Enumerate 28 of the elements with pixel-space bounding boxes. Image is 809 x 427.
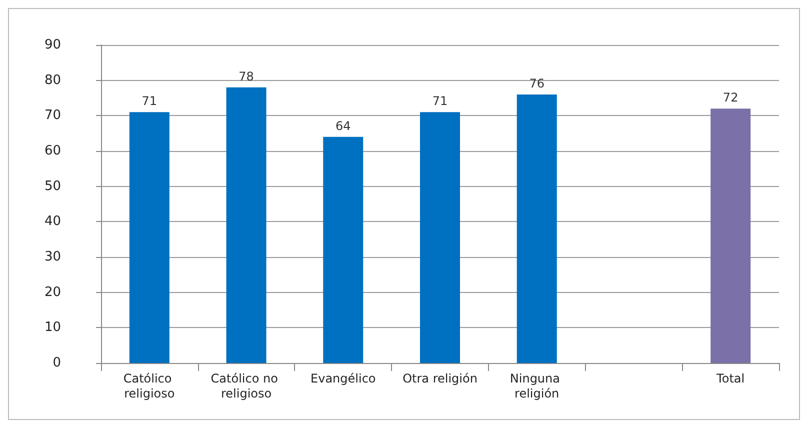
- data-label: 71: [142, 94, 158, 108]
- bar: [710, 108, 751, 363]
- y-tick-label: 20: [44, 284, 61, 300]
- y-tick-label: 80: [44, 72, 61, 88]
- y-tick-label: 70: [44, 108, 61, 124]
- y-tick-label: 60: [44, 144, 61, 158]
- x-tick-label: Evangélico: [310, 372, 376, 386]
- x-tick-label: Ninguna religión: [510, 372, 564, 400]
- y-tick-label: 50: [44, 178, 61, 194]
- bar: [323, 136, 364, 363]
- x-tick-label: Otra religión: [402, 372, 478, 386]
- x-tick-label: Católico religioso: [123, 372, 176, 400]
- x-tick-label: Católico no religioso: [210, 372, 282, 400]
- data-label: 64: [336, 118, 351, 133]
- bar: [516, 94, 557, 363]
- bar: [129, 112, 170, 363]
- y-tick-label: 10: [44, 320, 61, 336]
- y-tick-label: 40: [44, 214, 61, 230]
- bar: [226, 87, 266, 363]
- data-label: 71: [432, 94, 448, 108]
- x-tick-label: Total: [716, 372, 745, 386]
- y-tick-label: 90: [44, 38, 61, 52]
- data-label: 72: [722, 90, 738, 105]
- bar: [420, 112, 460, 363]
- y-tick-label: 30: [44, 250, 61, 264]
- data-label: 76: [529, 76, 544, 90]
- y-tick-label: 0: [52, 356, 61, 370]
- data-label: 78: [238, 69, 254, 84]
